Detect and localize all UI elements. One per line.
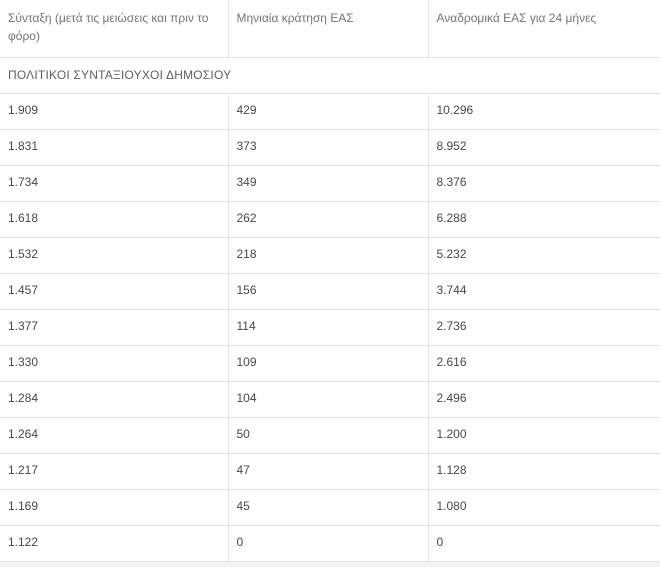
table-cell: 1.831: [0, 129, 229, 166]
table-cell: 1.734: [0, 165, 229, 202]
table-row: 1.377 114 2.736: [0, 309, 660, 346]
table-cell: 1.128: [428, 453, 660, 490]
table-cell: 45: [228, 489, 429, 526]
table-row: 1.284 104 2.496: [0, 381, 660, 418]
table-cell: 2.496: [428, 381, 660, 418]
column-header-monthly-eas-deduction: Μηνιαία κράτηση ΕΑΣ: [228, 0, 429, 58]
pension-eas-table: Σύνταξη (μετά τις μειώσεις και πριν το φ…: [0, 0, 660, 562]
section-header-label: ΠΟΛΙΤΙΚΟΙ ΣΥΝΤΑΞΙΟΥΧΟΙ ΔΗΜΟΣΙΟΥ: [0, 57, 660, 94]
table-row: 1.122 0 0: [0, 525, 660, 562]
table-cell: 50: [228, 417, 429, 454]
table-body: ΠΟΛΙΤΙΚΟΙ ΣΥΝΤΑΞΙΟΥΧΟΙ ΔΗΜΟΣΙΟΥ 1.909 42…: [0, 57, 660, 562]
table-cell: 373: [228, 129, 429, 166]
table-cell: 1.457: [0, 273, 229, 310]
table-cell: 1.122: [0, 525, 229, 562]
table-cell: 218: [228, 237, 429, 274]
table-cell: 1.618: [0, 201, 229, 238]
table-cell: 1.330: [0, 345, 229, 382]
table-cell: 2.616: [428, 345, 660, 382]
header-row: Σύνταξη (μετά τις μειώσεις και πριν το φ…: [0, 0, 660, 58]
table-row: 1.831 373 8.952: [0, 129, 660, 166]
table-row: 1.330 109 2.616: [0, 345, 660, 382]
table-cell: 5.232: [428, 237, 660, 274]
table-cell: 8.376: [428, 165, 660, 202]
table-cell: 1.200: [428, 417, 660, 454]
table-cell: 156: [228, 273, 429, 310]
table-row: 1.618 262 6.288: [0, 201, 660, 238]
table-cell: 1.264: [0, 417, 229, 454]
table-row: 1.264 50 1.200: [0, 417, 660, 454]
table-cell: 3.744: [428, 273, 660, 310]
table-cell: 47: [228, 453, 429, 490]
table-cell: 1.217: [0, 453, 229, 490]
table-cell: 429: [228, 93, 429, 130]
section-header-row: ΠΟΛΙΤΙΚΟΙ ΣΥΝΤΑΞΙΟΥΧΟΙ ΔΗΜΟΣΙΟΥ: [0, 57, 660, 94]
table-cell: 1.080: [428, 489, 660, 526]
table-cell: 1.532: [0, 237, 229, 274]
table-cell: 0: [428, 525, 660, 562]
column-header-retroactive-eas-24-months: Αναδρομικά ΕΑΣ για 24 μήνες: [428, 0, 660, 58]
table-cell: 262: [228, 201, 429, 238]
table-cell: 1.169: [0, 489, 229, 526]
table-cell: 1.377: [0, 309, 229, 346]
table-row: 1.457 156 3.744: [0, 273, 660, 310]
table-cell: 349: [228, 165, 429, 202]
table-row: 1.909 429 10.296: [0, 93, 660, 130]
table-cell: 1.909: [0, 93, 229, 130]
table-cell: 8.952: [428, 129, 660, 166]
table-cell: 6.288: [428, 201, 660, 238]
table-bottom-strip: [0, 561, 660, 567]
table-row: 1.532 218 5.232: [0, 237, 660, 274]
table-cell: 0: [228, 525, 429, 562]
table-cell: 109: [228, 345, 429, 382]
table-row: 1.169 45 1.080: [0, 489, 660, 526]
table-row: 1.217 47 1.128: [0, 453, 660, 490]
table-cell: 10.296: [428, 93, 660, 130]
table-cell: 104: [228, 381, 429, 418]
table-cell: 114: [228, 309, 429, 346]
table-row: 1.734 349 8.376: [0, 165, 660, 202]
table-header: Σύνταξη (μετά τις μειώσεις και πριν το φ…: [0, 0, 660, 58]
column-header-pension: Σύνταξη (μετά τις μειώσεις και πριν το φ…: [0, 0, 229, 58]
table-cell: 1.284: [0, 381, 229, 418]
table-cell: 2.736: [428, 309, 660, 346]
